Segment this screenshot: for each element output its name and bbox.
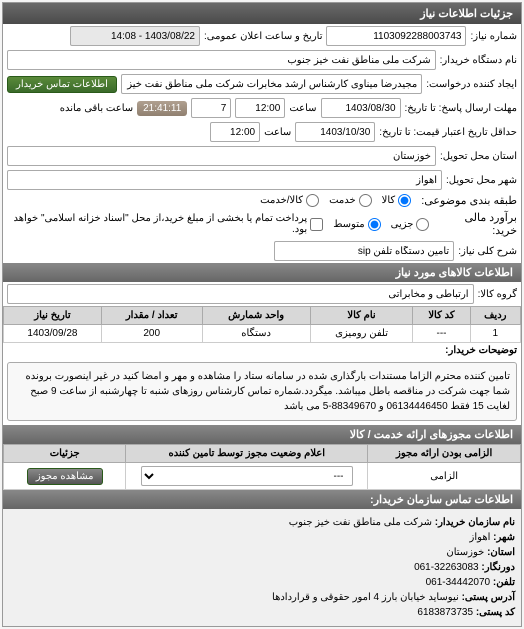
row-deadline: مهلت ارسال پاسخ: تا تاریخ: ساعت 21:41:11… <box>3 96 521 120</box>
deadline-time <box>235 98 285 118</box>
size-radio-2[interactable]: متوسط <box>333 218 380 231</box>
validity-time <box>210 122 260 142</box>
col-row: ردیف <box>470 307 520 325</box>
remaining-days <box>191 98 231 118</box>
province-label: استان محل تحویل: <box>440 151 517 162</box>
permit-detail-cell: مشاهده مجوز <box>4 463 126 490</box>
contact-province-label: استان: <box>487 547 515 558</box>
cell-code: --- <box>413 325 470 343</box>
cell-unit: دستگاه <box>202 325 310 343</box>
org-label: نام سازمان خریدار: <box>435 517 515 528</box>
deadline-date <box>321 98 401 118</box>
remaining-label: ساعت باقی مانده <box>60 103 133 114</box>
time-label-1: ساعت <box>289 103 316 114</box>
col-unit: واحد شمارش <box>202 307 310 325</box>
city-input <box>7 170 442 190</box>
row-summary: شرح کلی نیاز: <box>3 239 521 263</box>
cell-qty: 200 <box>101 325 202 343</box>
contact-city-label: شهر: <box>493 532 515 543</box>
province-input <box>7 146 436 166</box>
permit-select[interactable]: --- <box>141 466 352 486</box>
row-city: شهر محل تحویل: <box>3 168 521 192</box>
phone-label: تلفن: <box>493 577 515 588</box>
announce-input <box>70 26 200 46</box>
remaining-time-badge: 21:41:11 <box>137 101 187 116</box>
permit-mandatory: الزامی <box>368 463 521 490</box>
contact-header: اطلاعات تماس سازمان خریدار: <box>3 490 521 509</box>
contact-buyer-button[interactable]: اطلاعات تماس خریدار <box>7 76 117 93</box>
size-radio-1[interactable]: جزیی <box>391 218 430 231</box>
budget-label: طبقه بندی موضوعی: <box>421 194 517 207</box>
group-label: گروه کالا: <box>478 289 517 300</box>
permits-header: اطلاعات مجوزهای ارائه خدمت / کالا <box>3 425 521 444</box>
city-label: شهر محل تحویل: <box>446 175 517 186</box>
size-check[interactable]: پرداخت تمام یا بخشی از مبلغ خرید،از محل … <box>7 213 323 235</box>
table-row: 1 --- تلفن رومیزی دستگاه 200 1403/09/28 <box>4 325 521 343</box>
row-buyer: نام دستگاه خریدار: <box>3 48 521 72</box>
col-date: تاریخ نیاز <box>4 307 102 325</box>
contact-province-value: خوزستان <box>446 547 484 558</box>
permit-row: الزامی --- مشاهده مجوز <box>4 463 521 490</box>
budget-radio-1[interactable]: کالا <box>382 194 412 207</box>
cell-date: 1403/09/28 <box>4 325 102 343</box>
announce-label: تاریخ و ساعت اعلان عمومی: <box>204 31 323 42</box>
row-desc-label: توضیحات خریدار: <box>3 343 521 358</box>
col-qty: تعداد / مقدار <box>101 307 202 325</box>
budget-radio-3[interactable]: کالا/خدمت <box>260 194 319 207</box>
fax-label: دورنگار: <box>481 562 515 573</box>
row-validity: حداقل تاریخ اعتبار قیمت: تا تاریخ: ساعت <box>3 120 521 144</box>
desc-label: توضیحات خریدار: <box>445 345 517 356</box>
postal-label: کد پستی: <box>476 607 515 618</box>
size-label: برآورد مالی خرید: <box>439 211 517 237</box>
group-input <box>7 284 474 304</box>
postal-value: 6183873735 <box>417 607 473 618</box>
col-code: کد کالا <box>413 307 470 325</box>
validity-label: حداقل تاریخ اعتبار قیمت: تا تاریخ: <box>379 127 517 138</box>
permit-col1: الزامی بودن ارائه مجوز <box>368 445 521 463</box>
address-label: آدرس پستی: <box>462 592 515 603</box>
goods-header: اطلاعات کالاهای مورد نیاز <box>3 263 521 282</box>
row-creator: ایجاد کننده درخواست: اطلاعات تماس خریدار <box>3 72 521 96</box>
summary-input <box>274 241 454 261</box>
permit-status-cell: --- <box>126 463 368 490</box>
buyer-label: نام دستگاه خریدار: <box>440 55 517 66</box>
validity-date <box>295 122 375 142</box>
goods-table: ردیف کد کالا نام کالا واحد شمارش تعداد /… <box>3 306 521 343</box>
view-permit-button[interactable]: مشاهده مجوز <box>27 468 103 485</box>
phone-value: 34442070-061 <box>426 577 491 588</box>
number-input <box>326 26 466 46</box>
permit-col2: اعلام وضعیت مجوز توسط تامین کننده <box>126 445 368 463</box>
row-goods-group: گروه کالا: <box>3 282 521 306</box>
cell-name: تلفن رومیزی <box>310 325 413 343</box>
permits-table: الزامی بودن ارائه مجوز اعلام وضعیت مجوز … <box>3 444 521 490</box>
contact-info: نام سازمان خریدار: شرکت ملی مناطق نفت خی… <box>3 509 521 626</box>
row-budget-type: طبقه بندی موضوعی: کالا خدمت کالا/خدمت <box>3 192 521 209</box>
contact-city-value: اهواز <box>470 532 491 543</box>
row-province: استان محل تحویل: <box>3 144 521 168</box>
creator-label: ایجاد کننده درخواست: <box>426 79 517 90</box>
buyer-input <box>7 50 436 70</box>
summary-label: شرح کلی نیاز: <box>458 246 517 257</box>
cell-row: 1 <box>470 325 520 343</box>
row-number: شماره نیاز: تاریخ و ساعت اعلان عمومی: <box>3 24 521 48</box>
time-label-2: ساعت <box>264 127 291 138</box>
permit-col3: جزئیات <box>4 445 126 463</box>
col-name: نام کالا <box>310 307 413 325</box>
number-label: شماره نیاز: <box>470 31 517 42</box>
main-panel: جزئیات اطلاعات نیاز شماره نیاز: تاریخ و … <box>2 2 522 627</box>
address-value: نیوساید خیابان بارز 4 امور حقوقی و قرارد… <box>272 592 459 603</box>
deadline-label: مهلت ارسال پاسخ: تا تاریخ: <box>405 103 517 114</box>
panel-title: جزئیات اطلاعات نیاز <box>3 3 521 24</box>
fax-value: 32263083-061 <box>414 562 479 573</box>
budget-radio-2[interactable]: خدمت <box>329 194 372 207</box>
row-size: برآورد مالی خرید: جزیی متوسط پرداخت تمام… <box>3 209 521 239</box>
creator-input <box>121 74 422 94</box>
org-value: شرکت ملی مناطق نفت خیز جنوب <box>289 517 432 528</box>
buyer-description: تامین کننده محترم الزاما مستندات بارگذار… <box>7 362 517 421</box>
